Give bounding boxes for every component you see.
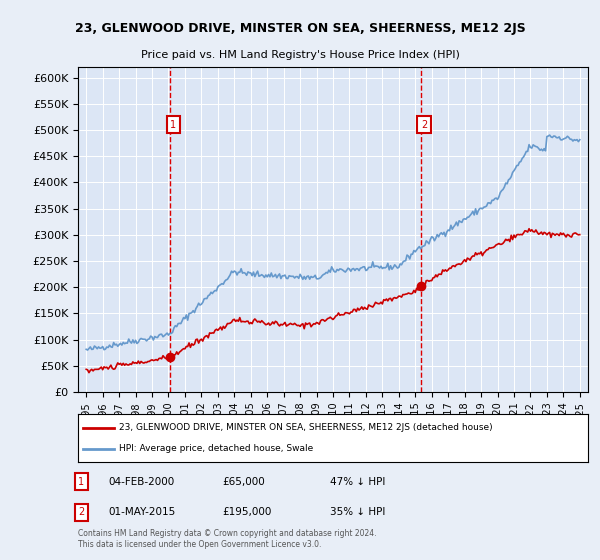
Text: Contains HM Land Registry data © Crown copyright and database right 2024.
This d: Contains HM Land Registry data © Crown c…: [78, 529, 377, 549]
Text: 23, GLENWOOD DRIVE, MINSTER ON SEA, SHEERNESS, ME12 2JS (detached house): 23, GLENWOOD DRIVE, MINSTER ON SEA, SHEE…: [119, 423, 493, 432]
Text: 35% ↓ HPI: 35% ↓ HPI: [330, 507, 385, 517]
Text: 04-FEB-2000: 04-FEB-2000: [108, 477, 174, 487]
Text: £195,000: £195,000: [222, 507, 271, 517]
Text: 1: 1: [78, 477, 84, 487]
Text: 2: 2: [78, 507, 84, 517]
Text: £65,000: £65,000: [222, 477, 265, 487]
Text: 1: 1: [170, 120, 176, 130]
Text: 01-MAY-2015: 01-MAY-2015: [108, 507, 175, 517]
Text: 2: 2: [421, 120, 427, 130]
Text: HPI: Average price, detached house, Swale: HPI: Average price, detached house, Swal…: [119, 444, 313, 453]
Text: Price paid vs. HM Land Registry's House Price Index (HPI): Price paid vs. HM Land Registry's House …: [140, 50, 460, 60]
Text: 47% ↓ HPI: 47% ↓ HPI: [330, 477, 385, 487]
Text: 23, GLENWOOD DRIVE, MINSTER ON SEA, SHEERNESS, ME12 2JS: 23, GLENWOOD DRIVE, MINSTER ON SEA, SHEE…: [74, 22, 526, 35]
